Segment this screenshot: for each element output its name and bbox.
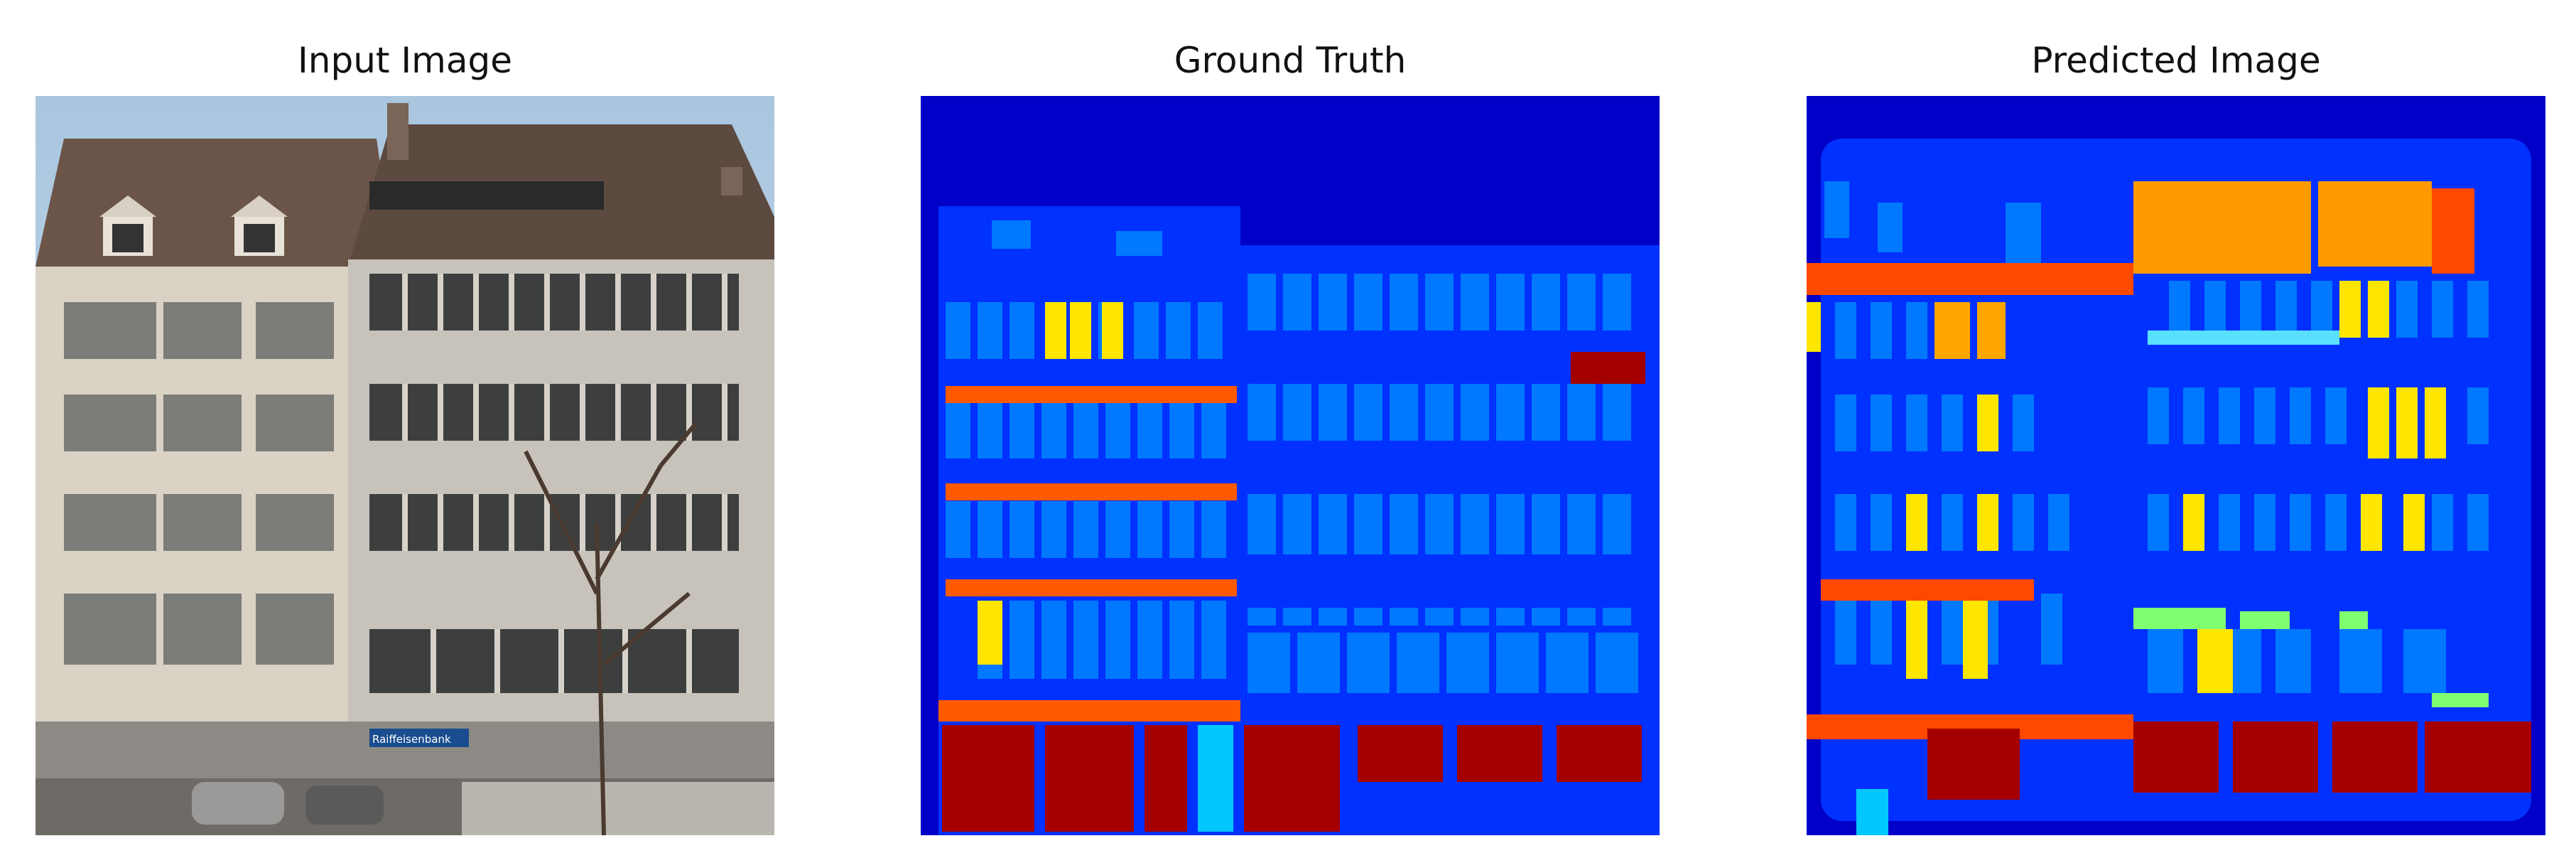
ground-truth-panel <box>921 96 1660 835</box>
predicted-image-panel <box>1807 96 2545 835</box>
input-image-panel: Raiffeisenbank <box>36 96 774 835</box>
ground-truth-title: Ground Truth <box>1174 40 1407 81</box>
predicted-segmentation <box>1807 96 2545 835</box>
predicted-image-title: Predicted Image <box>2031 40 2321 81</box>
ground-truth-segmentation <box>921 96 1660 835</box>
storefront-sign: Raiffeisenbank <box>372 733 451 746</box>
input-photo: Raiffeisenbank <box>36 96 774 835</box>
input-image-title: Input Image <box>298 40 512 81</box>
